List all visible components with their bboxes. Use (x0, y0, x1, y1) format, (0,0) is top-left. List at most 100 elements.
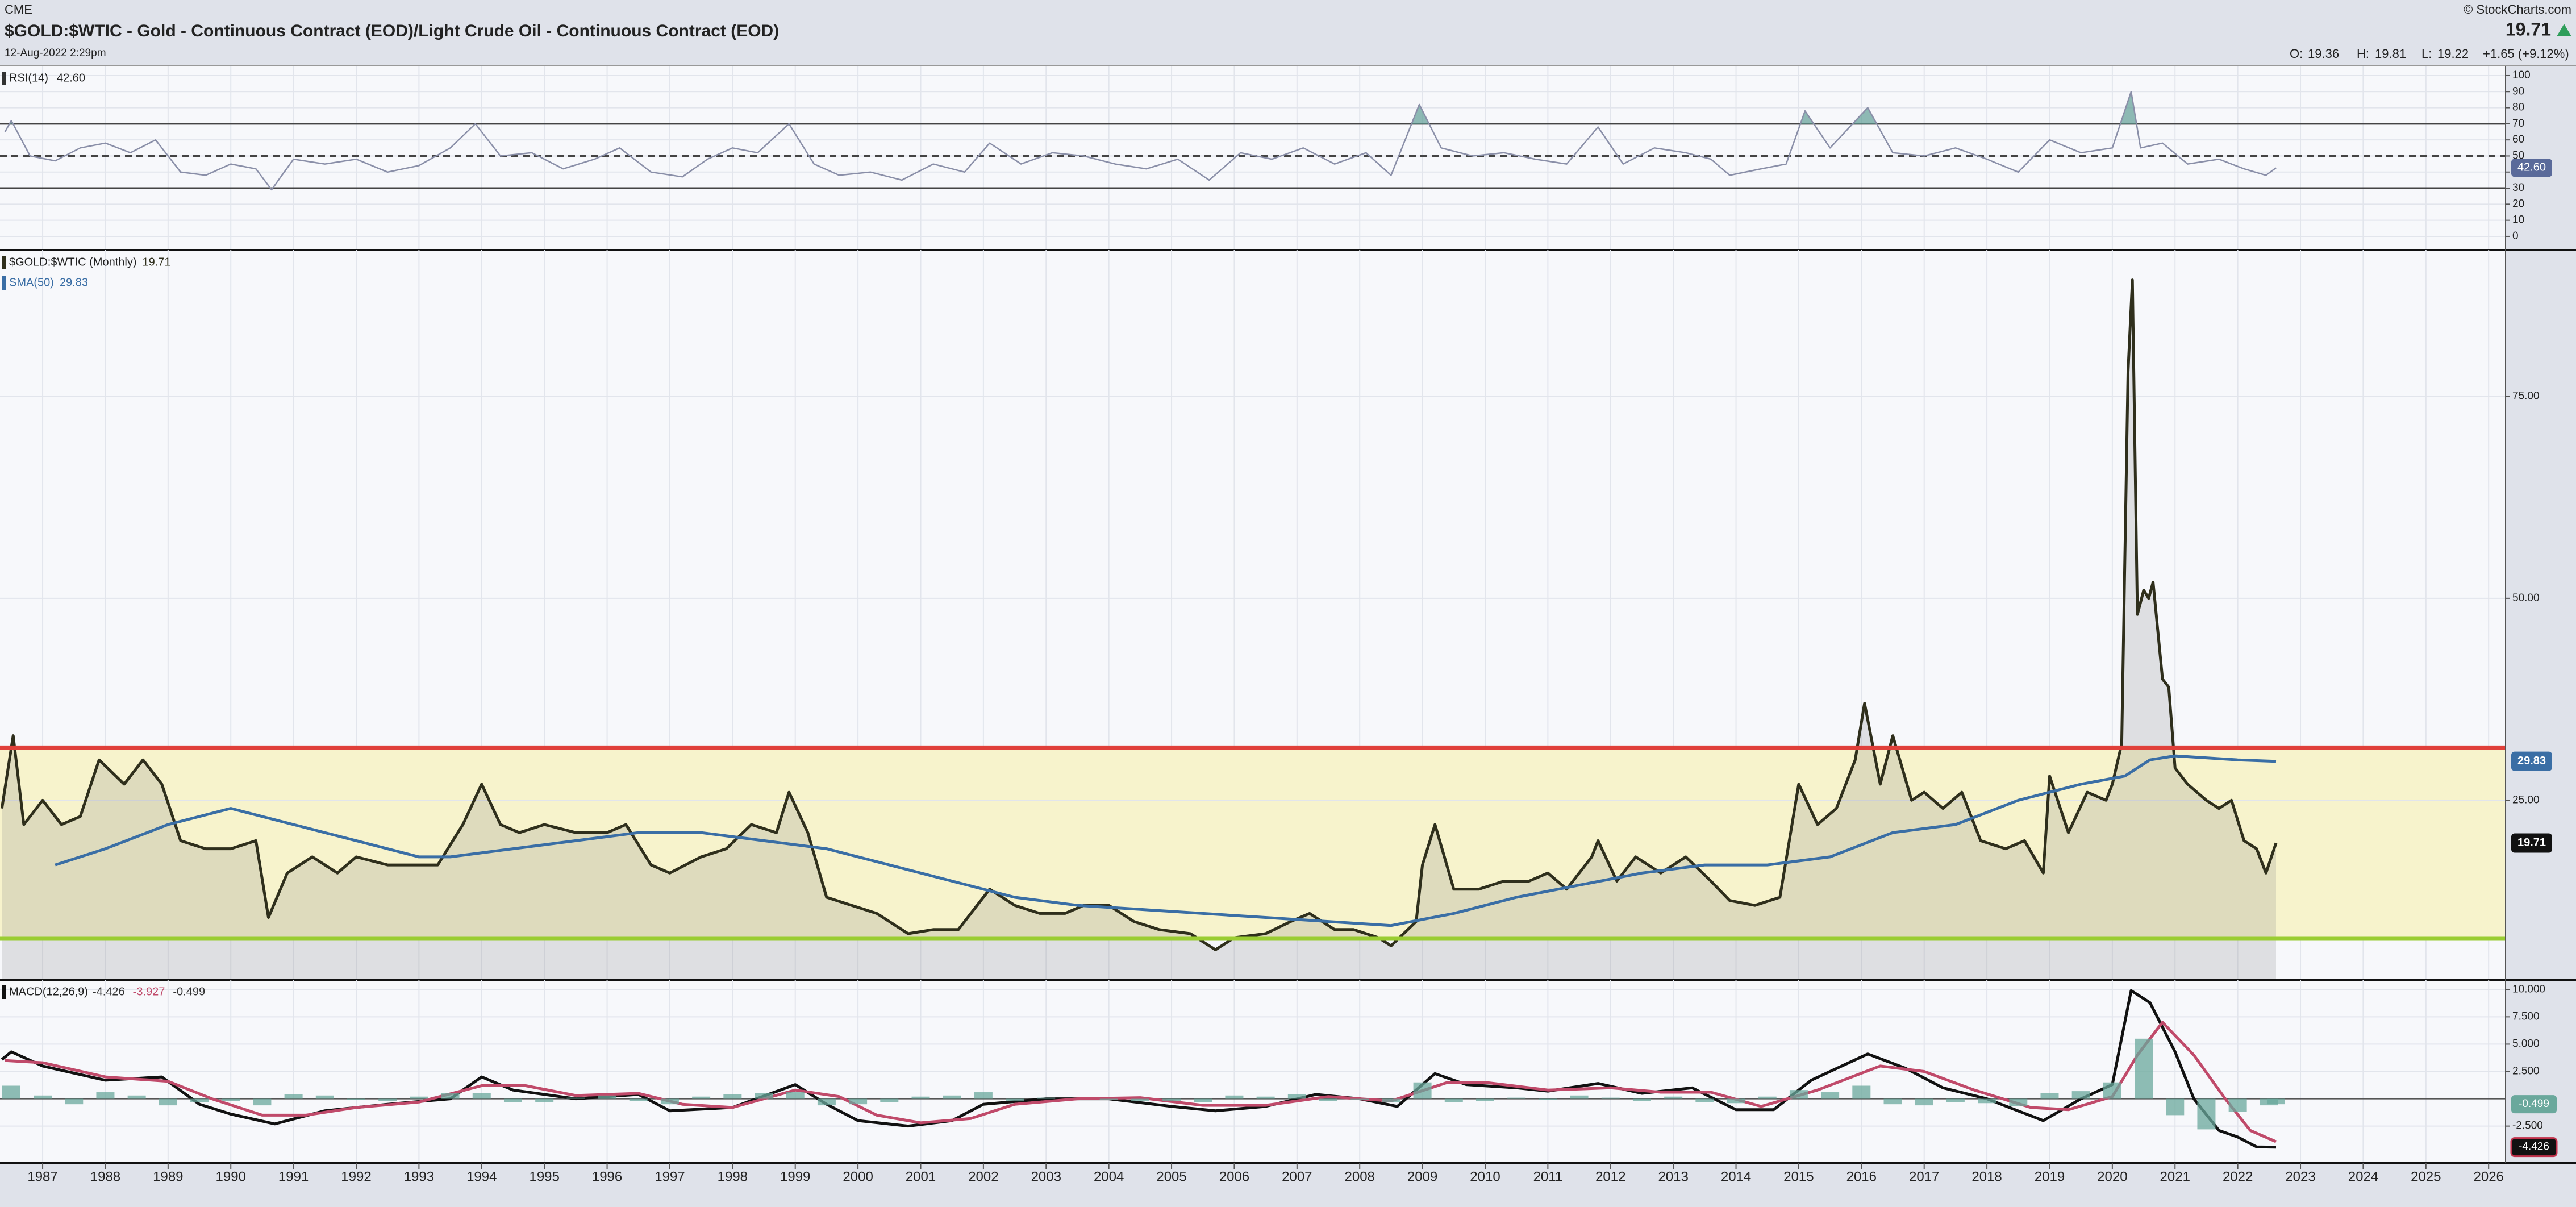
legend-value: 29.83 (60, 276, 88, 289)
y-tick-label: 75.00 (2512, 390, 2540, 402)
histogram-bar (849, 1098, 868, 1105)
histogram-bar (253, 1098, 272, 1106)
histogram-bar (817, 1098, 836, 1106)
histogram-bar (1789, 1090, 1808, 1099)
histogram-bar (472, 1093, 491, 1099)
x-tick-label: 1992 (341, 1169, 371, 1184)
x-tick-label: 1993 (404, 1169, 434, 1184)
high-label: H: (2357, 47, 2369, 61)
exchange: CME (5, 2, 32, 16)
y-tick-label: 10.000 (2512, 983, 2545, 995)
histogram-bar (1664, 1096, 1683, 1099)
x-tick-label: 1989 (153, 1169, 183, 1184)
histogram-bar (1131, 1098, 1149, 1101)
x-tick-label: 2019 (2035, 1169, 2065, 1184)
price-area (2, 280, 2276, 980)
histogram-bar (222, 1098, 240, 1101)
histogram-bar (1162, 1098, 1181, 1101)
x-tick-label: 2009 (1407, 1169, 1437, 1184)
histogram-bar (1915, 1098, 1933, 1106)
histogram-bar (1507, 1097, 1526, 1099)
histogram-bar (159, 1098, 177, 1106)
y-tick-label: 50.00 (2512, 592, 2540, 604)
legend-swatch (2, 256, 6, 269)
histogram-bar (1727, 1098, 1745, 1104)
histogram-bar (441, 1093, 460, 1099)
low-label: L: (2421, 47, 2432, 61)
histogram-bar (190, 1098, 209, 1102)
histogram-bar (1883, 1098, 1902, 1105)
legend-name: SMA(50) (9, 276, 54, 289)
value-box (2510, 1137, 2558, 1158)
x-tick-label: 2014 (1721, 1169, 1751, 1184)
value-box-label: -0.499 (2519, 1098, 2549, 1110)
chart-title: $GOLD:$WTIC - Gold - Continuous Contract… (5, 22, 779, 40)
histogram-bar (65, 1098, 84, 1105)
series-line (4, 91, 2277, 191)
histogram-bar (1037, 1097, 1056, 1099)
histogram-bar (880, 1098, 899, 1102)
histogram-bar (692, 1096, 711, 1099)
y-tick-label: 0 (2512, 230, 2519, 242)
x-tick-label: 2010 (1470, 1169, 1500, 1184)
histogram-bar (1413, 1082, 1432, 1099)
histogram-bar (943, 1095, 961, 1099)
x-tick-label: 2017 (1909, 1169, 1939, 1184)
legend-value: 42.60 (57, 72, 85, 84)
histogram-bar (1570, 1095, 1589, 1099)
histogram-bar (2135, 1038, 2153, 1099)
y-tick-label: 100 (2512, 69, 2531, 81)
histogram-bar (755, 1093, 773, 1099)
x-tick-label: 2003 (1031, 1169, 1061, 1184)
histogram-bar (1852, 1085, 1871, 1099)
x-tick-label: 2011 (1533, 1169, 1563, 1184)
histogram-bar (566, 1097, 585, 1099)
x-tick-label: 2008 (1345, 1169, 1375, 1184)
x-tick-label: 2012 (1595, 1169, 1625, 1184)
legend-name: RSI(14) (9, 72, 48, 84)
x-tick-label: 1998 (718, 1169, 748, 1184)
x-tick-label: 2002 (968, 1169, 998, 1184)
histogram-bar (2228, 1098, 2247, 1112)
histogram-bar (2266, 1098, 2285, 1105)
x-tick-label: 2026 (2474, 1169, 2504, 1184)
histogram-bar (598, 1095, 616, 1099)
copyright: © StockCharts.com (2464, 2, 2571, 16)
x-tick-label: 2001 (906, 1169, 936, 1184)
histogram-bar (786, 1092, 805, 1099)
x-tick-label: 2020 (2097, 1169, 2127, 1184)
histogram-bar (1946, 1098, 1965, 1102)
y-tick-label: -2.500 (2512, 1120, 2543, 1132)
histogram-bar (535, 1098, 554, 1102)
change: +1.65 (+9.12%) (2483, 47, 2569, 61)
up-arrow (2557, 24, 2571, 36)
x-tick-label: 1999 (780, 1169, 810, 1184)
x-tick-label: 2005 (1156, 1169, 1186, 1184)
x-tick-label: 2015 (1783, 1169, 1814, 1184)
y-tick-label: 10 (2512, 214, 2524, 226)
open-label: O: (2290, 47, 2303, 61)
histogram-bar (1444, 1098, 1463, 1102)
histogram-bar (96, 1092, 115, 1099)
y-tick-label: 60 (2512, 134, 2524, 145)
histogram-bar (911, 1096, 930, 1099)
histogram-bar (1006, 1098, 1024, 1101)
date: 12-Aug-2022 2:29pm (5, 47, 106, 59)
legend-name: $GOLD:$WTIC (Monthly) (9, 256, 136, 268)
x-tick-label: 1990 (216, 1169, 246, 1184)
histogram-bar (284, 1094, 303, 1099)
histogram-bar (723, 1094, 742, 1099)
y-tick-label: 5.000 (2512, 1038, 2540, 1050)
value-box-label: -4.426 (2519, 1141, 2549, 1153)
histogram-bar (1539, 1098, 1557, 1100)
y-tick-label: 80 (2512, 102, 2524, 114)
histogram-bar (1350, 1098, 1369, 1100)
x-tick-label: 1991 (278, 1169, 309, 1184)
open: 19.36 (2308, 47, 2339, 61)
high: 19.81 (2375, 47, 2406, 61)
value-box (2511, 751, 2552, 771)
histogram-bar (34, 1095, 52, 1099)
y-tick-label: 25.00 (2512, 794, 2540, 806)
histogram-bar (2166, 1098, 2185, 1116)
histogram-bar (1601, 1097, 1620, 1099)
